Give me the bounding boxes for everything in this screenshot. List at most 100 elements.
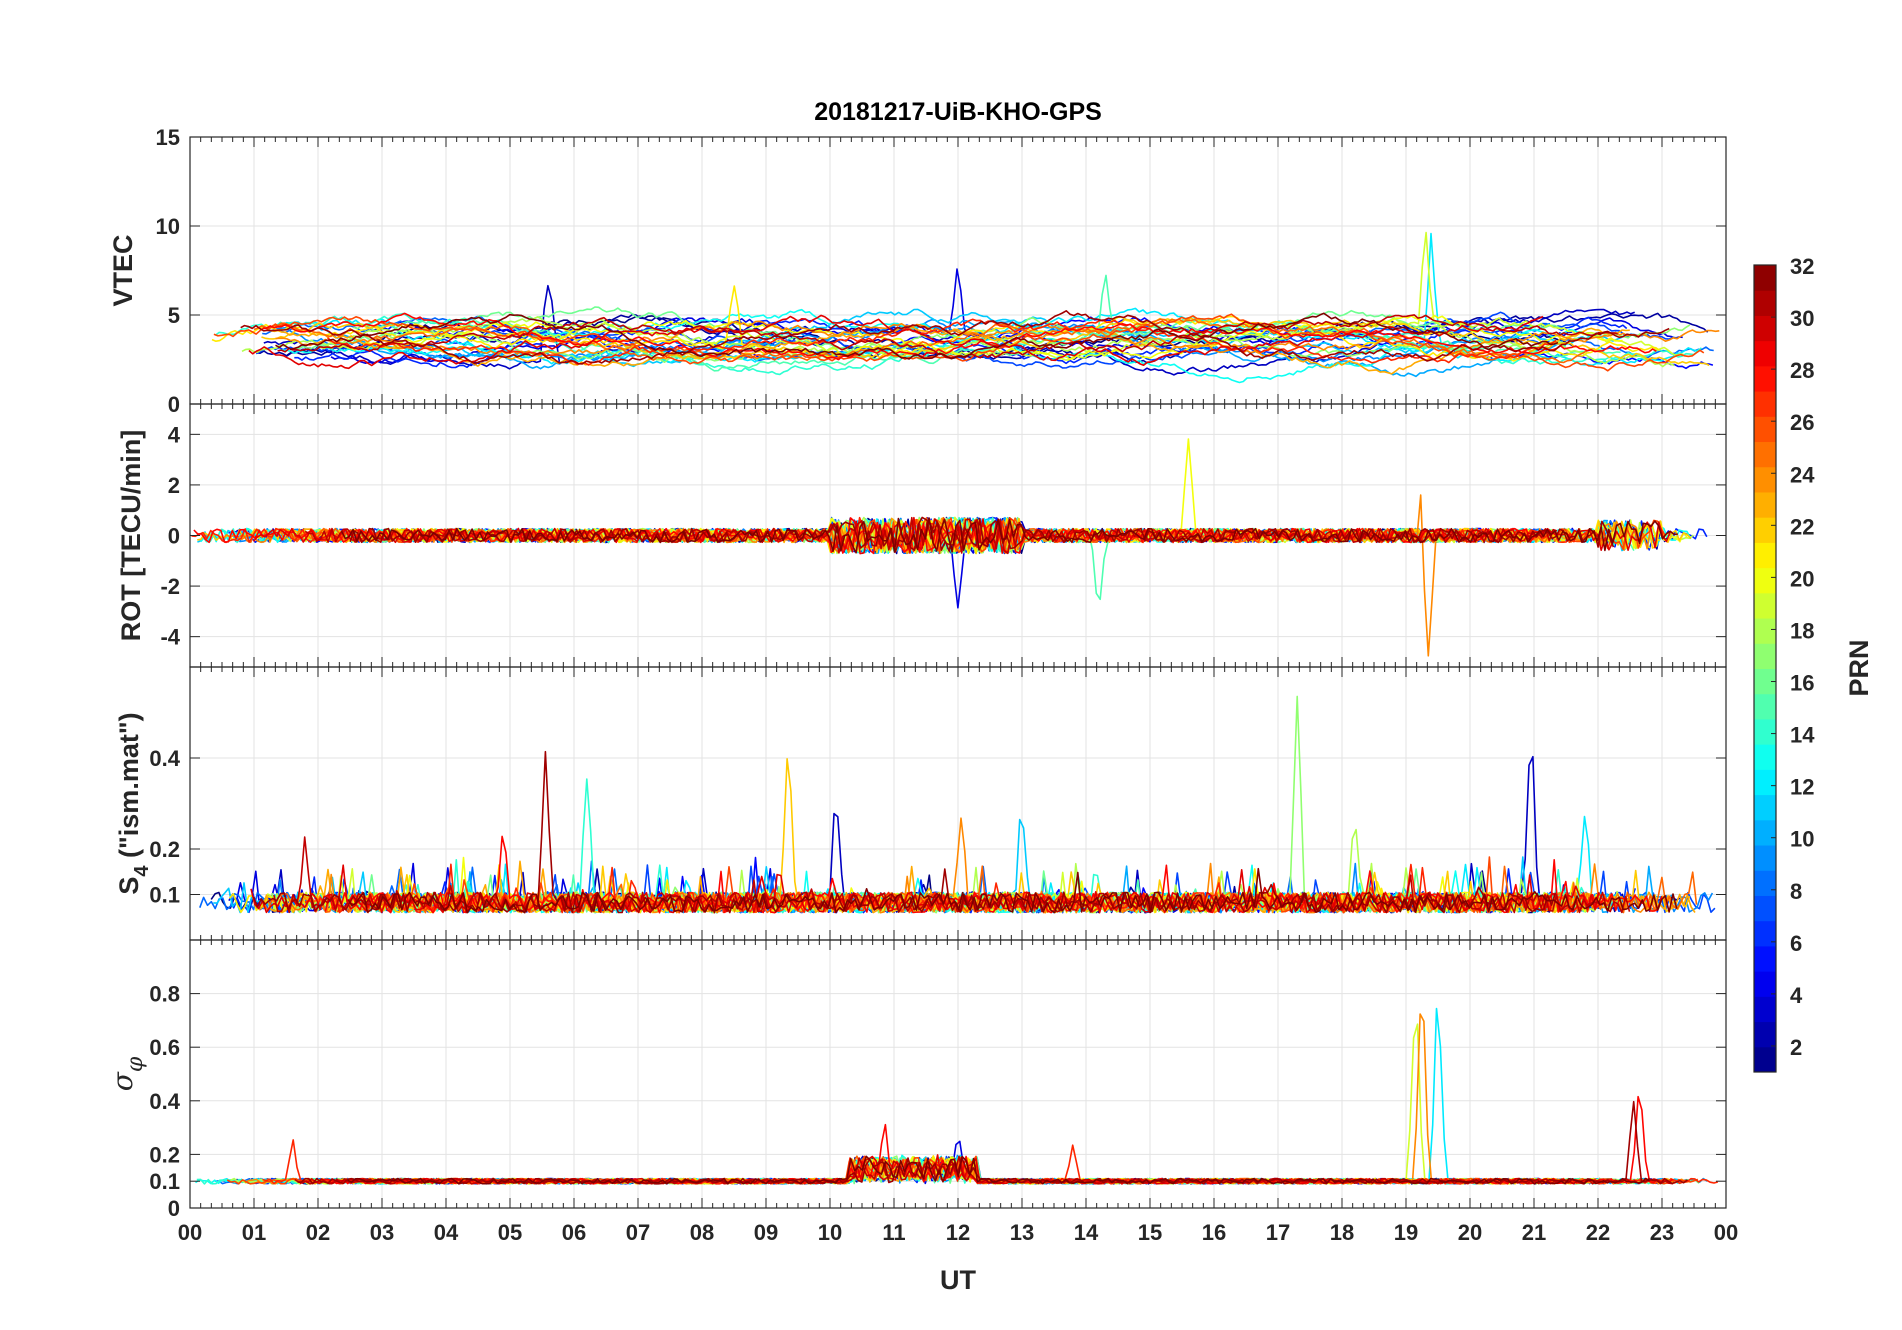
sigma_phi-y-tick-label: 0 (168, 1196, 180, 1221)
colorbar-tick-label: 4 (1790, 983, 1803, 1008)
x-tick-label: 00 (1714, 1220, 1738, 1245)
colorbar-bin (1754, 340, 1776, 367)
colorbar-bin (1754, 416, 1776, 443)
vtec-y-tick-label: 10 (156, 214, 180, 239)
x-tick-label: 10 (818, 1220, 842, 1245)
x-tick-label: 21 (1522, 1220, 1546, 1245)
colorbar-bin (1754, 290, 1776, 316)
colorbar-bin (1754, 895, 1776, 922)
colorbar-bin (1754, 870, 1776, 896)
vtec-series-prn-28 (262, 312, 1657, 361)
colorbar-tick-label: 30 (1790, 306, 1814, 331)
sigma_phi-series-prn-31 (297, 1100, 1688, 1185)
colorbar-tick-label: 14 (1790, 723, 1815, 748)
colorbar-bin (1754, 265, 1776, 291)
vtec-series-prn-27 (326, 318, 1557, 366)
rot-y-tick-label: 4 (168, 422, 181, 447)
colorbar-tick-label: 8 (1790, 879, 1802, 904)
colorbar-tick-label: 26 (1790, 410, 1814, 435)
x-tick-label: 19 (1394, 1220, 1418, 1245)
rot-y-tick-label: 0 (168, 524, 180, 549)
x-tick-label: 05 (498, 1220, 522, 1245)
colorbar-bin (1754, 517, 1776, 543)
s4-series-prn-28 (324, 835, 1663, 914)
vtec-series-prn-29 (248, 314, 1544, 370)
colorbar-label: PRN (1844, 639, 1874, 696)
vtec-series-prn-3 (263, 284, 1636, 376)
colorbar-tick-label: 10 (1790, 827, 1814, 852)
series-layer (191, 231, 1720, 1185)
colorbar-bin (1754, 1046, 1776, 1073)
colorbar-bin (1754, 491, 1776, 518)
colorbar-tick-label: 16 (1790, 671, 1814, 696)
x-tick-label: 09 (754, 1220, 778, 1245)
colorbar-bin (1754, 643, 1776, 669)
colorbar-tick-label: 32 (1790, 254, 1814, 279)
x-tick-label: 13 (1010, 1220, 1034, 1245)
colorbar-frame (1753, 264, 1777, 1073)
sigma_phi-traces (195, 1007, 1719, 1185)
x-tick-label: 15 (1138, 1220, 1162, 1245)
colorbar-bin (1754, 391, 1776, 417)
colorbar-bin (1754, 971, 1776, 997)
sigma_phi-y-tick-label: 0.2 (149, 1142, 180, 1167)
s4-series-prn-32 (347, 867, 1678, 914)
colorbar-tick-label: 24 (1790, 462, 1815, 487)
colorbar-bin (1754, 441, 1776, 468)
colorbar-bin (1754, 845, 1776, 871)
sigma_phi-y-tick-label: 0.4 (149, 1089, 180, 1114)
x-tick-label: 06 (562, 1220, 586, 1245)
colorbar-bin (1754, 466, 1776, 493)
s4-y-tick-label: 0.2 (149, 837, 180, 862)
vtec-series-prn-20 (362, 314, 1623, 360)
x-tick-label: 08 (690, 1220, 714, 1245)
sigma_phi-y-axis-label: σφ (106, 1056, 148, 1091)
colorbar: 32 30 28 26 24 22 20 18 16 14 12 10 8 6 4 2 PRN (1753, 254, 1874, 1073)
rot-y-tick-label: 2 (168, 473, 180, 498)
vtec-y-axis-label: VTEC (108, 234, 138, 306)
x-tick-label: 04 (434, 1220, 459, 1245)
sigma_phi-series-prn-4 (356, 1140, 1679, 1185)
frame-layer (189, 136, 1727, 1209)
colorbar-bin (1754, 1021, 1776, 1048)
rot-traces (191, 438, 1708, 657)
x-tick-label: 18 (1330, 1220, 1354, 1245)
vtec-series-prn-26 (213, 313, 1705, 372)
colorbar-tick-label: 28 (1790, 358, 1814, 383)
colorbar-tick-label: 20 (1790, 566, 1814, 591)
colorbar-bin (1754, 668, 1776, 695)
sigma_phi-y-tick-label: 0.1 (149, 1169, 180, 1194)
colorbar-tick-label: 18 (1790, 618, 1814, 643)
x-tick-label: 22 (1586, 1220, 1610, 1245)
s4-y-axis-label: S4 ("ism.mat") (114, 712, 153, 894)
colorbar-bin (1754, 592, 1776, 619)
rot-y-axis-label: ROT [TECU/min] (116, 430, 146, 641)
x-axis-label: UT (940, 1265, 976, 1295)
x-tick-label: 14 (1074, 1220, 1099, 1245)
colorbar-bin (1754, 769, 1776, 796)
colorbar-bin (1754, 744, 1776, 770)
colorbar-bin (1754, 996, 1776, 1023)
colorbar-bin (1754, 819, 1776, 846)
colorbar-bin (1754, 315, 1776, 342)
colorbar-bin (1754, 693, 1776, 720)
x-tick-label: 17 (1266, 1220, 1290, 1245)
colorbar-tick-label: 6 (1790, 931, 1802, 956)
vtec-series-prn-24 (275, 320, 1720, 357)
x-tick-label: 01 (242, 1220, 266, 1245)
x-tick-label: 20 (1458, 1220, 1482, 1245)
sigma_phi-series-prn-27 (262, 1139, 1719, 1185)
rot-y-tick-label: -2 (160, 574, 180, 599)
s4-y-tick-label: 0.1 (149, 883, 180, 908)
colorbar-bin (1754, 567, 1776, 594)
colorbar-bin (1754, 945, 1776, 972)
rot-series-prn-30 (304, 516, 1558, 555)
x-tick-label: 03 (370, 1220, 394, 1245)
x-tick-label: 16 (1202, 1220, 1226, 1245)
colorbar-tick-label: 2 (1790, 1035, 1802, 1060)
chart-title: 20181217-UiB-KHO-GPS (814, 98, 1102, 126)
vtec-series-prn-25 (253, 318, 1587, 364)
x-tick-label: 23 (1650, 1220, 1674, 1245)
